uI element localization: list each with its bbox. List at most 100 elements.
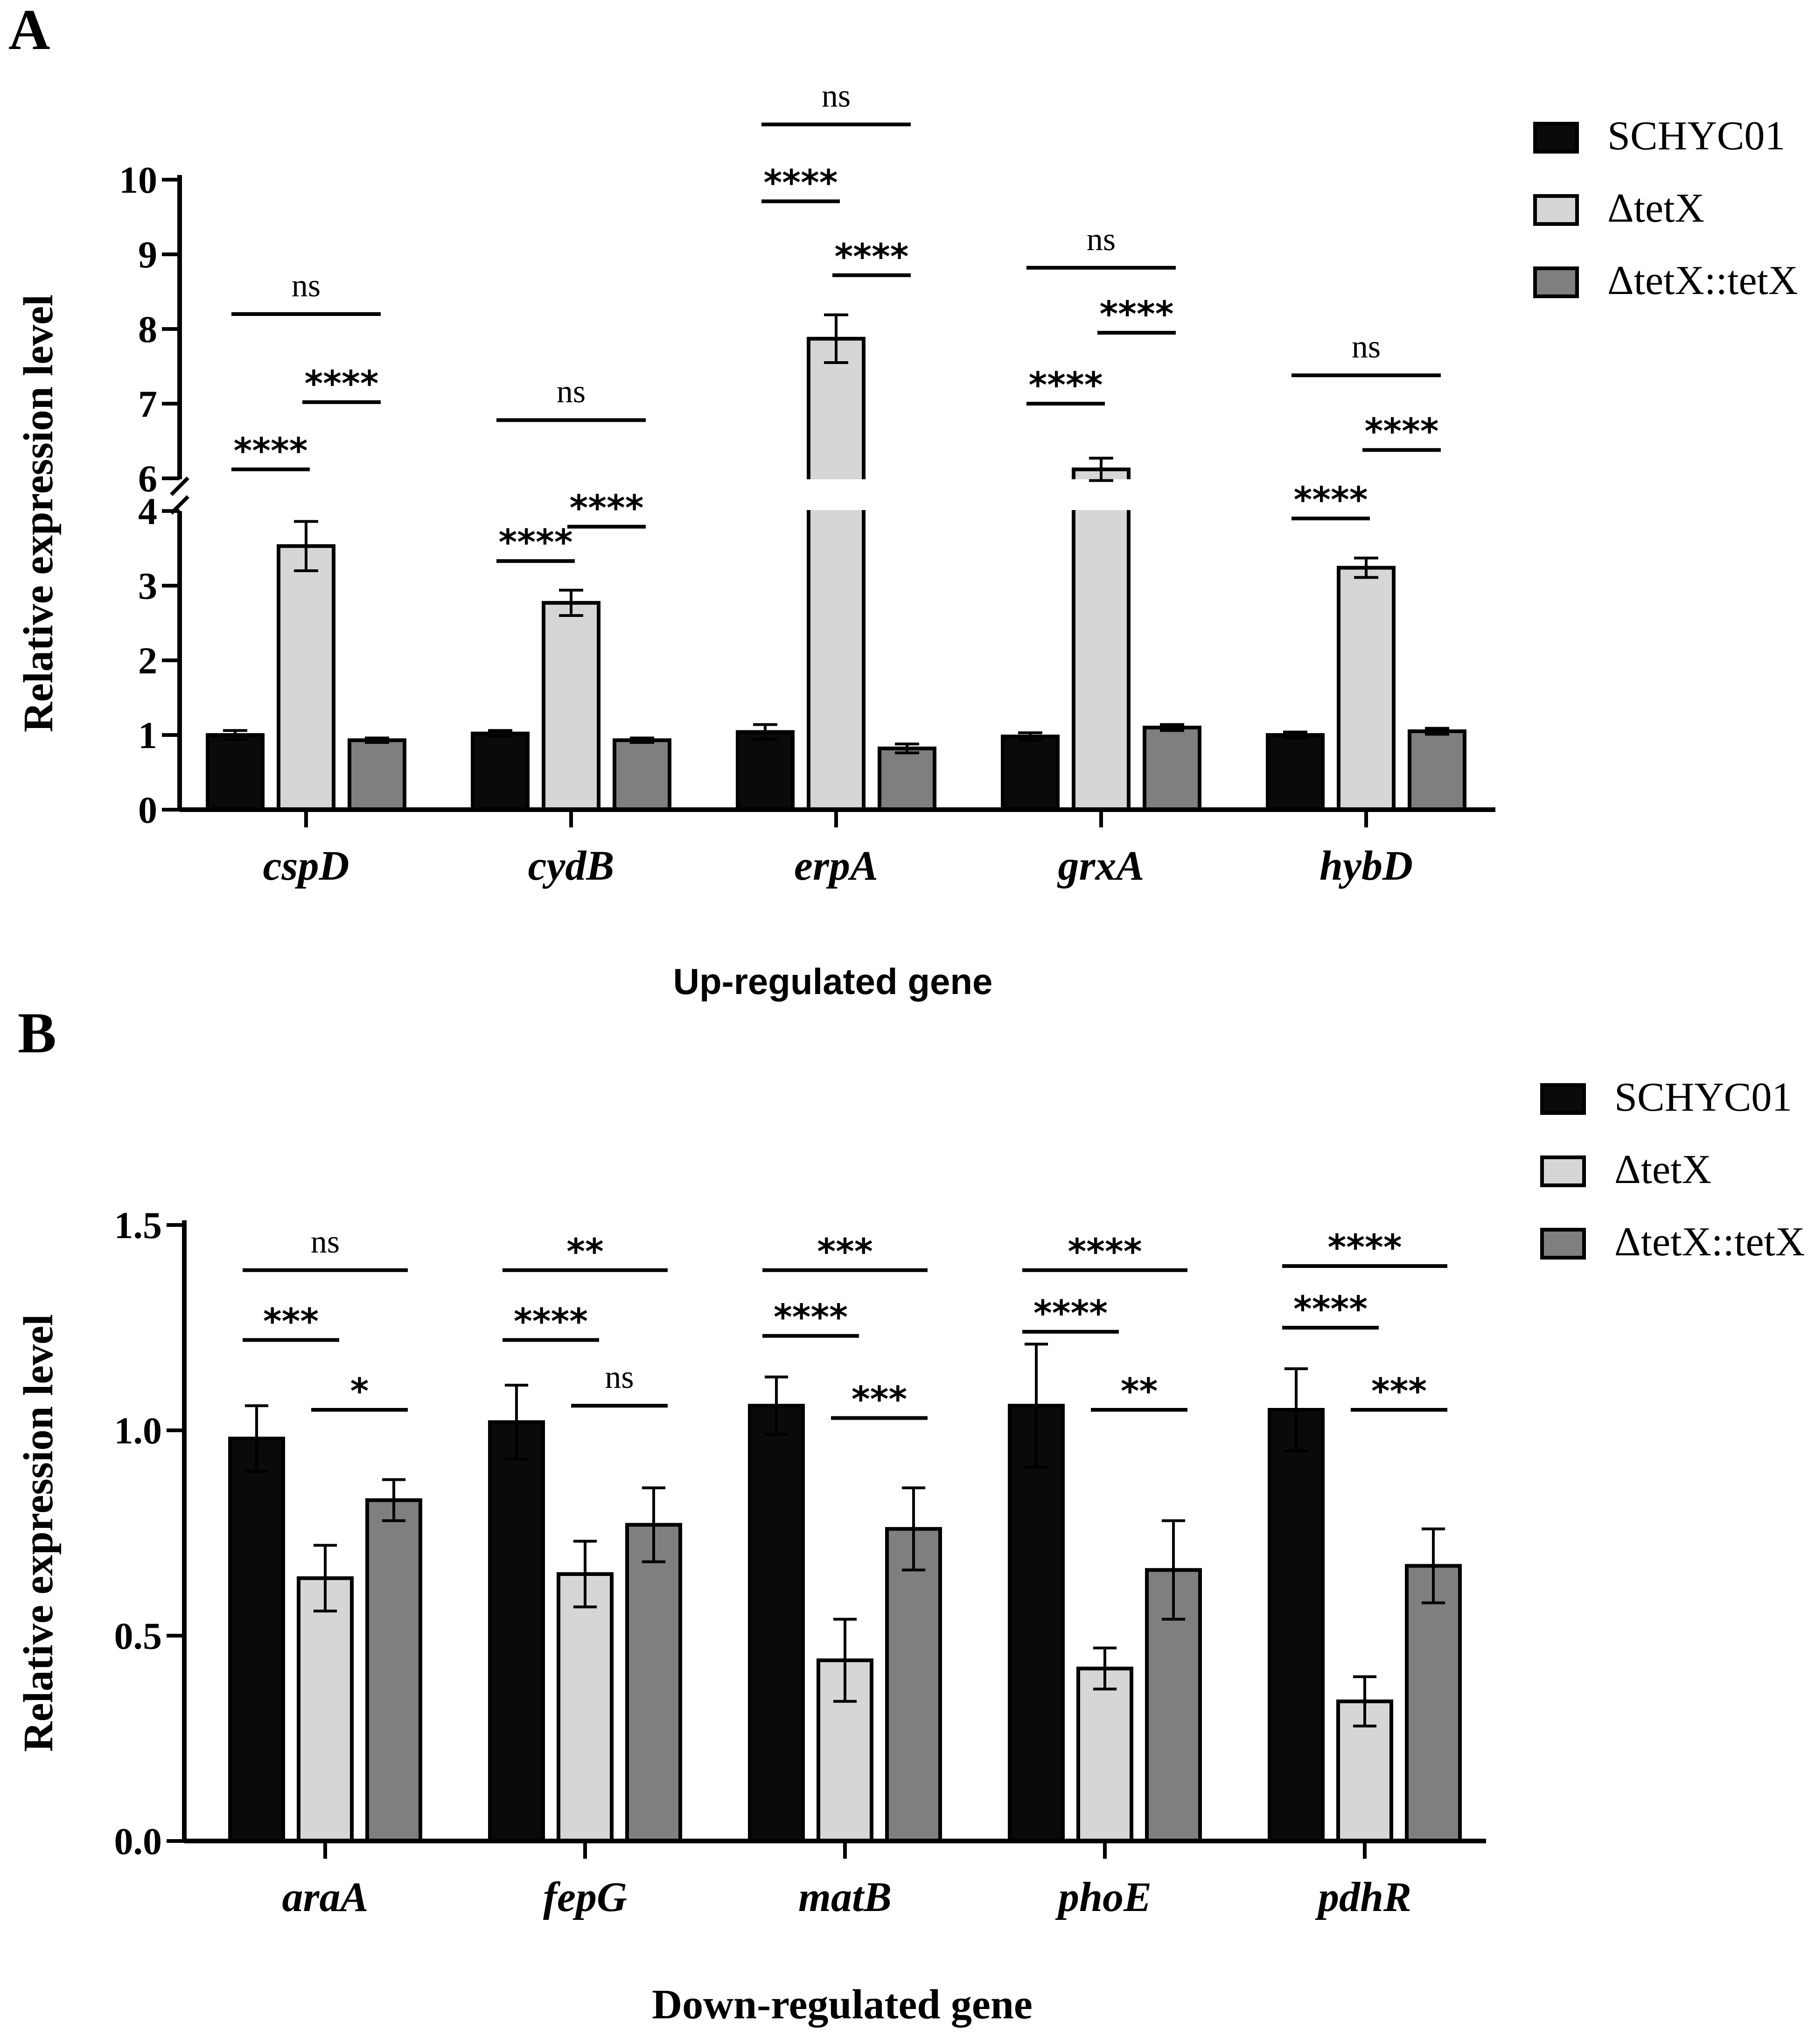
significance-label-6: ns xyxy=(822,78,851,114)
significance-label-5: ns xyxy=(605,1359,634,1395)
chart-b-down-regulated: araA fepG matB phoE pdhRns**********ns******… xyxy=(15,1075,1805,2028)
significance-label-12: **** xyxy=(1328,1226,1402,1268)
y-axis-title: Relative expression level xyxy=(15,1314,62,1752)
significance-label-4: **** xyxy=(514,1300,588,1342)
legend-swatch-deltatetx xyxy=(1533,194,1579,226)
significance-label-10: **** xyxy=(1033,1292,1108,1334)
x-tick-label-fepg: fepG xyxy=(543,1874,627,1920)
panel-letter-b: B xyxy=(18,1001,56,1065)
y-tick-label-7: 7 xyxy=(138,383,157,425)
legend-label-schyc01: SCHYC01 xyxy=(1607,113,1785,159)
x-tick-label-cydb: cydB xyxy=(528,843,614,889)
significance-label-12: ns xyxy=(1352,329,1381,365)
bar-complement-matb xyxy=(885,1527,942,1843)
bar-deltatetx-cspd xyxy=(277,544,335,812)
significance-label-7: **** xyxy=(764,161,838,203)
bar-break-gap-grxa xyxy=(1071,479,1131,510)
bar-schyc01-phoe xyxy=(1008,1404,1065,1843)
bar-schyc01-grxa xyxy=(1001,735,1060,812)
bar-deltatetx-araa xyxy=(297,1576,354,1843)
bar-deltatetx-erpa xyxy=(807,336,866,812)
bar-complement-cspd xyxy=(348,738,406,812)
bar-break-gap-erpa xyxy=(806,479,866,510)
significance-label-13: **** xyxy=(1293,1288,1368,1330)
x-tick-label-hybd: hybD xyxy=(1319,843,1413,889)
significance-label-8: **** xyxy=(835,236,909,277)
legend-swatch-deltatetx xyxy=(1540,1155,1586,1187)
panel-letter-a: A xyxy=(8,0,50,62)
y-tick-label-10: 10 xyxy=(119,159,157,201)
significance-label-9: **** xyxy=(1068,1231,1142,1272)
significance-label-8: *** xyxy=(852,1379,907,1420)
significance-label-9: ns xyxy=(1087,222,1116,258)
significance-label-14: **** xyxy=(1365,410,1439,452)
bar-schyc01-cydb xyxy=(471,731,530,812)
significance-label-0: ns xyxy=(292,268,321,304)
x-axis-title: Down-regulated gene xyxy=(652,1981,1033,2028)
legend-label-deltatetx: ΔtetX xyxy=(1614,1147,1711,1192)
significance-label-11: **** xyxy=(1100,293,1174,335)
y-tick-label-9: 9 xyxy=(138,233,157,276)
significance-label-2: * xyxy=(350,1370,369,1412)
y-tick-label-1: 1 xyxy=(138,714,157,756)
x-tick-label-cspd: cspD xyxy=(263,843,349,889)
y-tick-label-0-0: 0.0 xyxy=(114,1820,162,1862)
axis-break-mark-0 xyxy=(170,476,189,496)
bar-complement-grxa xyxy=(1143,726,1201,812)
legend-label-complement: ΔtetX::tetX xyxy=(1607,258,1798,303)
y-tick-label-1-5: 1.5 xyxy=(114,1204,162,1246)
y-tick-label-0: 0 xyxy=(138,789,157,831)
bar-schyc01-erpa xyxy=(736,730,795,812)
significance-label-3: ns xyxy=(557,374,586,410)
x-tick-label-araa: araA xyxy=(282,1874,368,1920)
bar-schyc01-araa xyxy=(228,1436,285,1843)
bar-complement-hybd xyxy=(1408,729,1466,812)
legend-swatch-schyc01 xyxy=(1533,122,1579,154)
legend-label-schyc01: SCHYC01 xyxy=(1614,1075,1792,1120)
legend-swatch-complement xyxy=(1533,266,1579,298)
x-axis-title: Up-regulated gene xyxy=(673,961,993,1002)
bar-deltatetx-hybd xyxy=(1337,566,1396,812)
legend-label-deltatetx: ΔtetX xyxy=(1607,186,1704,231)
bar-complement-pdhr xyxy=(1405,1564,1462,1843)
bar-complement-fepg xyxy=(625,1523,682,1843)
significance-label-7: **** xyxy=(774,1296,848,1338)
significance-label-13: **** xyxy=(1294,479,1368,520)
significance-label-6: *** xyxy=(817,1231,873,1272)
significance-label-0: ns xyxy=(311,1224,340,1260)
significance-label-11: ** xyxy=(1121,1370,1158,1412)
x-tick-label-phoe: phoE xyxy=(1055,1874,1152,1920)
x-tick-label-pdhr: pdhR xyxy=(1315,1874,1411,1920)
bar-complement-araa xyxy=(365,1498,422,1843)
y-tick-label-8: 8 xyxy=(138,308,157,350)
significance-label-14: *** xyxy=(1371,1370,1427,1412)
bar-complement-erpa xyxy=(878,746,936,812)
y-tick-label-6: 6 xyxy=(138,457,157,500)
bar-schyc01-pdhr xyxy=(1268,1408,1325,1843)
x-tick-label-erpa: erpA xyxy=(794,843,878,889)
significance-label-3: ** xyxy=(566,1231,604,1272)
bar-deltatetx-fepg xyxy=(557,1572,614,1843)
legend-label-complement: ΔtetX::tetX xyxy=(1614,1219,1805,1265)
bar-schyc01-matb xyxy=(748,1404,805,1843)
y-tick-label-0-5: 0.5 xyxy=(114,1615,162,1657)
bar-schyc01-fepg xyxy=(488,1420,545,1843)
y-tick-label-2: 2 xyxy=(138,639,157,682)
bar-deltatetx-cydb xyxy=(542,601,600,812)
significance-label-4: **** xyxy=(499,521,573,563)
y-tick-label-4: 4 xyxy=(138,490,157,532)
significance-label-5: **** xyxy=(570,487,644,529)
bar-complement-cydb xyxy=(613,738,671,812)
legend-swatch-complement xyxy=(1540,1228,1586,1260)
y-axis-title: Relative expression level xyxy=(15,294,62,732)
x-tick-label-grxa: grxA xyxy=(1057,843,1144,889)
bar-deltatetx-grxa xyxy=(1072,467,1131,812)
significance-label-10: **** xyxy=(1029,364,1103,406)
legend-swatch-schyc01 xyxy=(1540,1083,1586,1115)
bar-schyc01-cspd xyxy=(206,733,265,812)
x-tick-label-matb: matB xyxy=(798,1874,892,1920)
significance-label-1: **** xyxy=(234,430,308,471)
bar-schyc01-hybd xyxy=(1266,733,1325,812)
